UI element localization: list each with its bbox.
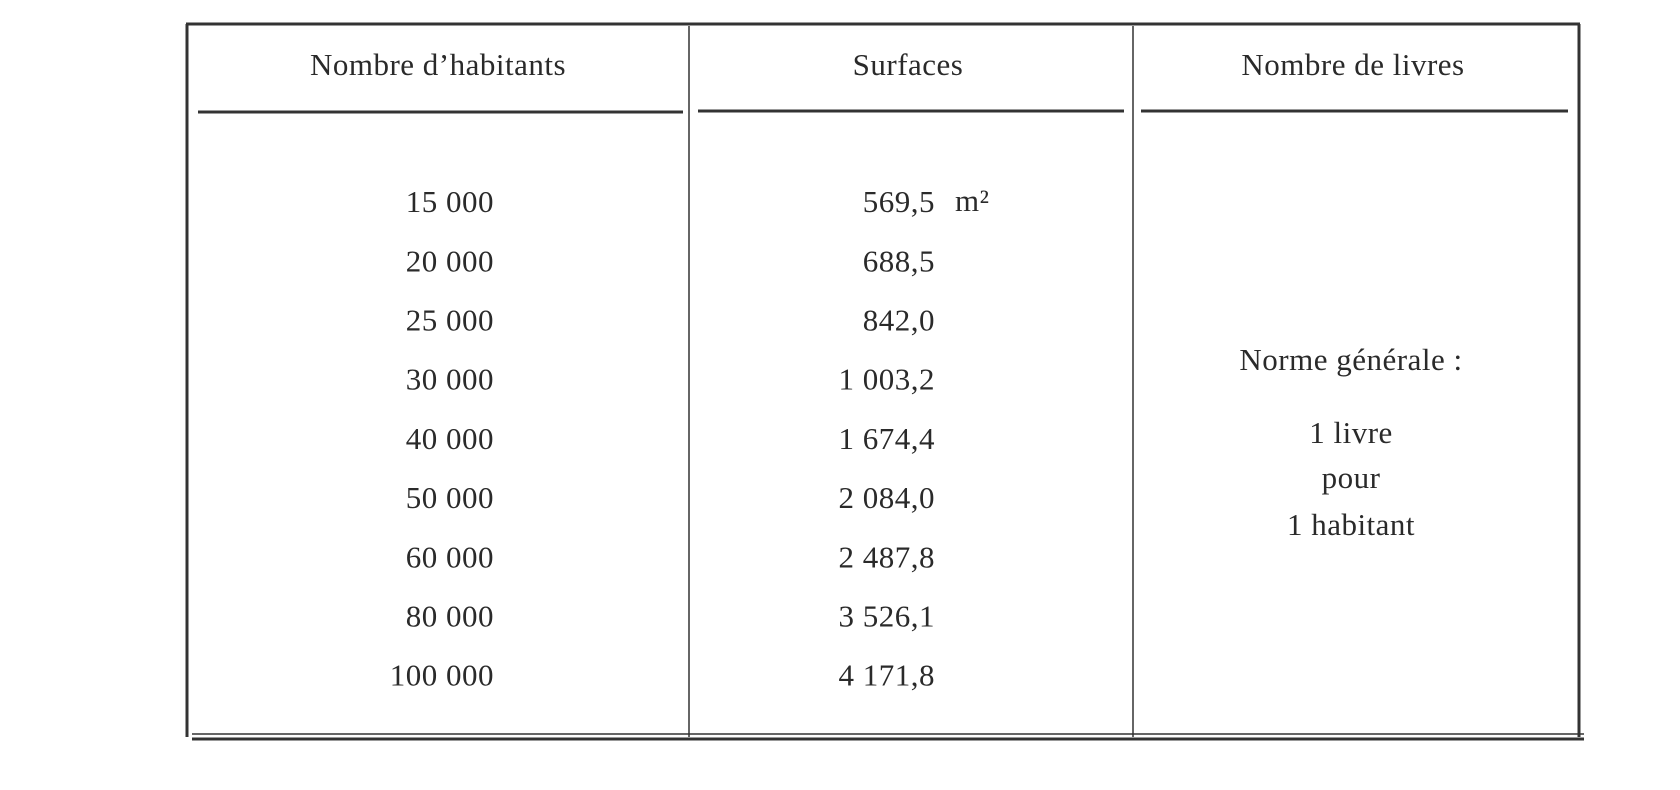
column-header: Nombre d’habitants [310,47,566,82]
inhabitants-cell: 15 000 [406,184,494,219]
surface-cell: 569,5 [863,184,935,219]
surface-cell: 2 084,0 [839,480,936,515]
surface-cell: 688,5 [863,243,935,278]
column-header: Nombre de livres [1241,47,1464,82]
column-header: Surfaces [853,47,964,82]
note-line: 1 habitant [1287,507,1415,542]
inhabitants-cell: 40 000 [406,421,494,456]
inhabitants-cell: 60 000 [406,539,494,574]
note-title: Norme générale : [1239,342,1462,377]
inhabitants-cell: 25 000 [406,303,494,338]
inhabitants-cell: 80 000 [406,599,494,634]
unit: m² [955,183,989,218]
surface-cell: 4 171,8 [839,658,936,693]
note-line: pour [1322,460,1381,495]
table-frame [185,22,1584,741]
surface-cell: 3 526,1 [839,599,936,634]
surface-cell: 2 487,8 [839,539,936,574]
surface-cell: 842,0 [863,303,935,338]
surface-cell: 1 674,4 [839,421,936,456]
inhabitants-cell: 30 000 [406,362,494,397]
inhabitants-cell: 20 000 [406,243,494,278]
surface-cell: 1 003,2 [839,362,936,397]
inhabitants-cell: 100 000 [390,658,494,693]
inhabitants-cell: 50 000 [406,480,494,515]
note-line: 1 livre [1309,415,1393,450]
